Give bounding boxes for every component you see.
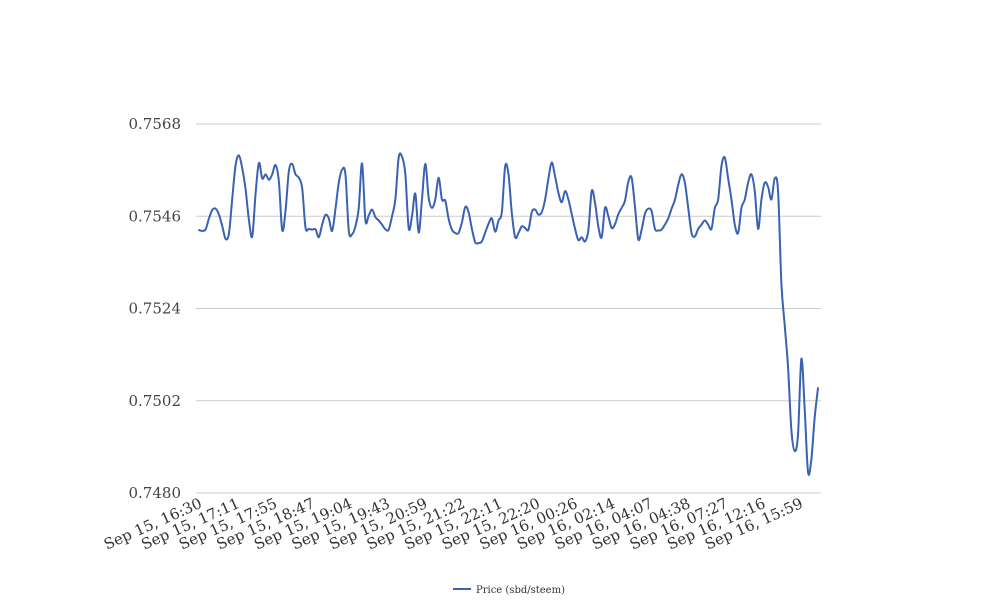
y-tick-label: 0.7546 <box>129 207 182 225</box>
y-tick-label: 0.7568 <box>129 115 182 133</box>
series-line-price <box>198 152 819 476</box>
gridlines <box>196 123 821 494</box>
legend: Price (sbd/steem) <box>453 585 565 596</box>
y-tick-label: 0.7480 <box>129 484 182 502</box>
y-tick-label: 0.7502 <box>129 392 182 410</box>
y-tick-label: 0.7524 <box>129 300 182 318</box>
series-layer <box>198 152 819 476</box>
y-axis-tick-labels: 0.7568 0.7546 0.7524 0.7502 0.7480 <box>129 115 182 502</box>
legend-label: Price (sbd/steem) <box>476 585 565 596</box>
